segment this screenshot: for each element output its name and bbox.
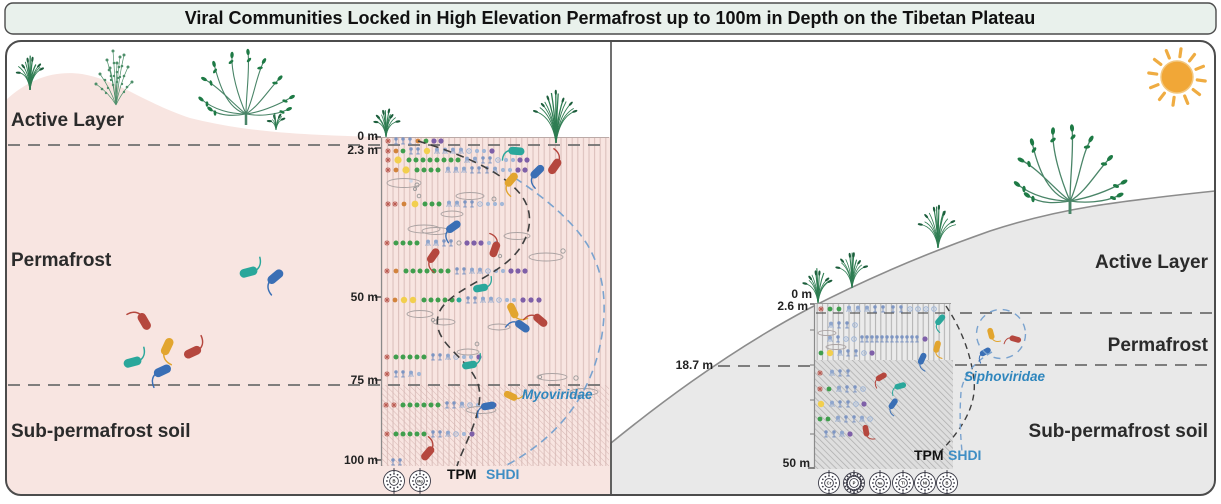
svg-text:Permafrost: Permafrost — [1108, 335, 1209, 356]
svg-text:B: B — [392, 479, 395, 484]
svg-text:Sub-permafrost soil: Sub-permafrost soil — [11, 421, 190, 442]
svg-text:Ti: Ti — [901, 481, 905, 486]
svg-text:0 m: 0 m — [791, 287, 812, 301]
svg-text:75 m: 75 m — [351, 373, 378, 387]
svg-text:Ni: Ni — [923, 481, 927, 486]
svg-text:Sub-permafrost soil: Sub-permafrost soil — [1029, 421, 1208, 442]
svg-text:Active Layer: Active Layer — [11, 110, 125, 131]
svg-text:SHDI: SHDI — [486, 466, 519, 482]
svg-text:P: P — [853, 481, 856, 486]
svg-text:Na: Na — [878, 482, 884, 486]
svg-text:Myoviridae: Myoviridae — [522, 387, 593, 402]
svg-text:Cr: Cr — [827, 481, 832, 486]
svg-text:Siphoviridae: Siphoviridae — [964, 369, 1046, 384]
svg-text:Active Layer: Active Layer — [1095, 252, 1209, 273]
svg-text:2.6 m: 2.6 m — [777, 299, 808, 313]
svg-text:0 m: 0 m — [357, 129, 378, 143]
svg-text:50 m: 50 m — [783, 456, 810, 470]
svg-text:100 m: 100 m — [344, 453, 378, 467]
svg-text:Permafrost: Permafrost — [11, 250, 112, 271]
svg-text:Mg: Mg — [417, 480, 423, 484]
svg-text:18.7 m: 18.7 m — [676, 358, 713, 372]
svg-text:50 m: 50 m — [351, 290, 378, 304]
svg-text:B: B — [945, 481, 948, 486]
svg-text:SHDI: SHDI — [948, 447, 981, 463]
svg-text:2.3 m: 2.3 m — [347, 143, 378, 157]
svg-text:TPM: TPM — [914, 447, 944, 463]
svg-text:Viral Communities Locked in Hi: Viral Communities Locked in High Elevati… — [185, 8, 1036, 28]
svg-text:TPM: TPM — [447, 466, 477, 482]
